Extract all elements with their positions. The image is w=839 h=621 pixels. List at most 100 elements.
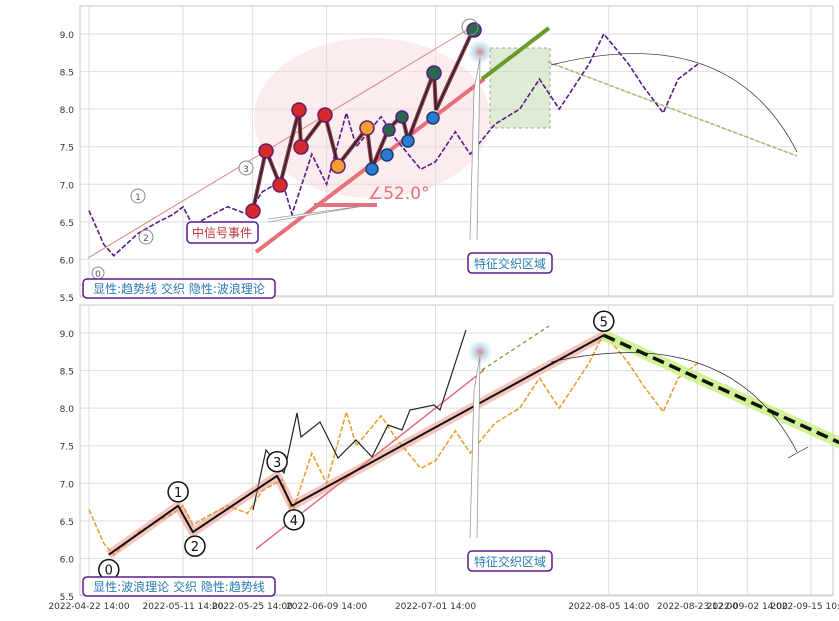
y-tick-label: 6.0 xyxy=(60,256,75,266)
wave-label-circle xyxy=(283,509,305,531)
wave-label-3 xyxy=(238,160,254,176)
signal-marker xyxy=(380,148,394,162)
top-upper-channel-line-inner xyxy=(87,32,471,263)
y-tick-label: 8.5 xyxy=(60,69,74,79)
signal-marker xyxy=(272,177,288,193)
bottom-forecast-line xyxy=(603,333,839,445)
wave-label-circle xyxy=(593,310,615,333)
y-tick-label: 7.5 xyxy=(60,443,74,453)
y-tick-label: 9.0 xyxy=(60,330,75,340)
top-signal-markers xyxy=(245,22,482,219)
wave-label-circle xyxy=(167,481,189,503)
top-zone-label: 特征交织区域 xyxy=(474,256,546,271)
wave-label-3-text: 3 xyxy=(243,165,249,175)
top-focus-glow xyxy=(468,40,492,64)
wave-label-5-ghost xyxy=(461,18,479,36)
wave-label-text: 5 xyxy=(600,315,608,330)
top-upper-channel-line xyxy=(87,27,471,259)
x-tick-label: 2022-04-22 14:00 xyxy=(48,602,129,612)
wave-label-text: 1 xyxy=(174,486,182,501)
signal-marker xyxy=(291,102,307,118)
x-tick-label: 2022-08-23 12:00 xyxy=(657,602,738,612)
signal-marker xyxy=(426,111,440,125)
top-event-pointer xyxy=(267,204,371,223)
y-tick-label: 6.0 xyxy=(60,555,75,565)
bottom-secondary-wave xyxy=(252,329,467,511)
y-tick-label: 8.5 xyxy=(60,368,74,378)
signal-marker xyxy=(365,162,379,176)
bottom-green-trendline xyxy=(481,325,550,371)
y-tick-label: 8.0 xyxy=(60,405,75,415)
top-forecast-arc xyxy=(550,53,798,153)
top-y-ticks: 5.5 6.0 6.5 7.0 7.5 8.0 8.5 9.0 xyxy=(60,31,75,304)
wave-label-2 xyxy=(138,229,154,245)
x-tick-label: 2022-05-25 14:00 xyxy=(212,602,293,612)
signal-marker xyxy=(245,203,261,219)
bottom-zone-pointer xyxy=(469,355,481,539)
y-tick-label: 7.0 xyxy=(60,480,75,490)
signal-marker xyxy=(426,65,442,81)
x-tick-label: 2022-07-01 14:00 xyxy=(395,602,476,612)
x-axis-ticks: 2022-04-22 14:00 2022-05-11 14:002022-05-… xyxy=(48,602,839,612)
y-tick-label: 9.0 xyxy=(60,31,75,41)
top-green-trendline xyxy=(480,26,551,81)
signal-marker xyxy=(382,123,396,137)
top-legend-text: 显性:趋势线 交织 隐性:波浪理论 xyxy=(93,281,265,296)
top-event-label: 中信号事件 xyxy=(192,225,252,240)
signal-marker xyxy=(395,110,409,124)
top-interleave-box xyxy=(489,47,551,129)
top-angle-label: ∠52.0° xyxy=(368,184,430,204)
wave-label-2-text: 2 xyxy=(143,234,149,244)
bottom-grid xyxy=(80,305,833,597)
top-zone-pointer xyxy=(469,57,481,241)
x-tick-label: 2022-09-15 10:00 xyxy=(770,602,839,612)
bottom-wave-path xyxy=(108,334,605,556)
bottom-y-ticks: 5.5 6.0 6.5 7.0 7.5 8.0 8.5 9.0 xyxy=(60,330,75,603)
wave-label-text: 2 xyxy=(191,540,199,555)
y-tick-label: 7.5 xyxy=(60,144,74,154)
y-tick-label: 7.0 xyxy=(60,181,75,191)
bottom-zone-box xyxy=(467,550,553,572)
bottom-forecast-tick xyxy=(787,446,809,459)
wave-label-text: 3 xyxy=(273,456,281,471)
wave-label-1-text: 1 xyxy=(135,193,141,203)
y-tick-label: 8.0 xyxy=(60,106,75,116)
x-tick-label: 2022-05-11 14:00 xyxy=(142,602,223,612)
bottom-zone-label: 特征交织区域 xyxy=(474,554,546,569)
signal-marker xyxy=(330,158,346,174)
y-tick-label: 5.5 xyxy=(60,294,74,304)
x-tick-label: 2022-09-02 14:00 xyxy=(707,602,788,612)
top-plot-frame xyxy=(79,5,834,297)
bottom-forecast-arc xyxy=(550,352,798,453)
signal-marker xyxy=(293,139,309,155)
wave-label-circle xyxy=(184,535,206,557)
bottom-wave-labels: 0 1 2 3 4 5 xyxy=(98,310,615,581)
top-legend-box xyxy=(82,278,276,299)
bottom-legend-box xyxy=(82,576,276,597)
top-forecast-line-highlight xyxy=(547,61,798,157)
x-tick-label: 2022-06-09 14:00 xyxy=(286,602,367,612)
y-tick-label: 6.5 xyxy=(60,518,74,528)
signal-marker xyxy=(359,120,375,136)
top-panel: 5.5 6.0 6.5 7.0 7.5 8.0 8.5 9.0 xyxy=(60,5,834,304)
top-price-series xyxy=(88,32,699,257)
wave-label-1 xyxy=(130,188,146,204)
wave-label-circle xyxy=(266,451,288,473)
wave-label-text: 4 xyxy=(290,514,298,529)
signal-marker xyxy=(401,134,415,148)
top-event-box xyxy=(186,221,259,244)
signal-marker xyxy=(317,107,333,123)
wave-label-text: 0 xyxy=(105,564,113,579)
bottom-focus-glow xyxy=(468,340,492,364)
bottom-legend-text: 显性:波浪理论 交织 隐性:趋势线 xyxy=(93,579,265,594)
top-wave-labels: 0 1 2 3 xyxy=(91,18,479,280)
top-zone-box xyxy=(467,252,553,274)
x-tick-label: 2022-08-05 14:00 xyxy=(568,602,649,612)
y-tick-label: 6.5 xyxy=(60,219,74,229)
signal-marker xyxy=(258,143,274,159)
bottom-panel: 5.5 6.0 6.5 7.0 7.5 8.0 8.5 9.0 0 1 2 3 4 5 特征交织区域 显… xyxy=(60,304,839,603)
y-tick-label: 5.5 xyxy=(60,593,74,603)
wave-label-0-text: 0 xyxy=(95,270,101,280)
